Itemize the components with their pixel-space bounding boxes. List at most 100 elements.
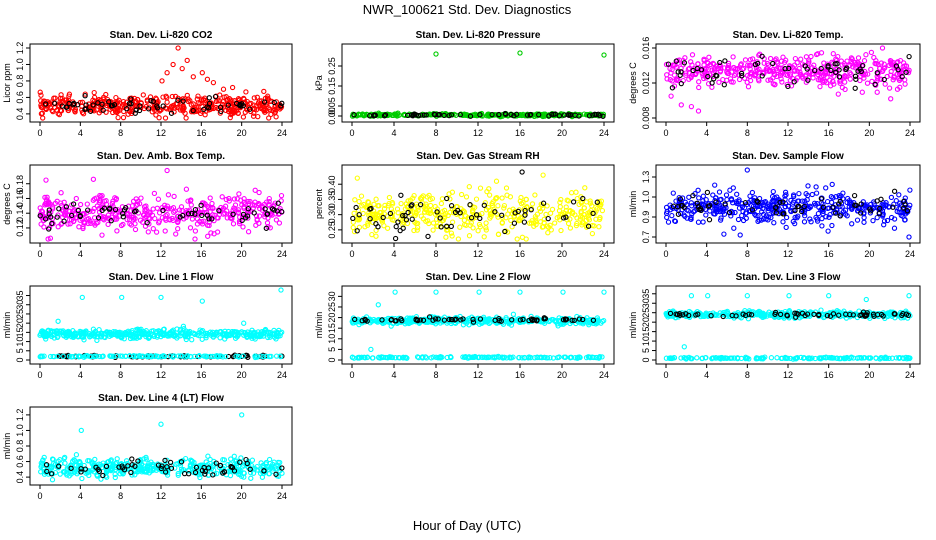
x-tick-label: 24 [599, 249, 609, 259]
data-point [165, 206, 171, 212]
panel-ylabel: ml/min [2, 312, 12, 339]
data-point [824, 74, 830, 80]
data-point [410, 113, 416, 119]
data-point [42, 216, 49, 222]
data-point [194, 221, 201, 227]
data-point [184, 92, 190, 99]
data-point [91, 196, 98, 202]
data-point [266, 202, 272, 208]
data-point [797, 69, 803, 75]
data-point [69, 212, 75, 219]
data-point [567, 225, 574, 231]
outlier-point [190, 74, 196, 80]
y-tick-label: 1.2 [15, 42, 25, 55]
outlier-point [199, 70, 205, 76]
data-point [819, 215, 825, 222]
data-point [721, 231, 727, 237]
x-tick-label: 8 [433, 249, 438, 259]
data-point [717, 69, 723, 75]
data-point [466, 233, 473, 239]
data-point [800, 75, 806, 81]
outlier-point [184, 57, 190, 64]
data-point [706, 217, 713, 223]
data-point [278, 192, 285, 199]
y-tick-label: 0.05 [327, 97, 337, 115]
x-tick-label: 0 [37, 370, 42, 380]
data-point [204, 212, 210, 218]
data-point [710, 192, 716, 198]
data-point [565, 112, 571, 118]
data-point [523, 236, 529, 242]
data-point [843, 74, 849, 80]
data-point [878, 196, 884, 202]
x-tick-label: 0 [349, 128, 354, 138]
data-point [127, 221, 133, 227]
data-point [251, 95, 257, 101]
data-point [128, 96, 134, 102]
data-point [266, 195, 272, 202]
data-point [369, 231, 375, 238]
data-point [77, 201, 84, 208]
y-tick-label: 0.00 [327, 107, 337, 125]
panel-title: Stan. Dev. Amb. Box Temp. [97, 151, 225, 162]
data-point [669, 85, 676, 91]
data-point [61, 218, 67, 224]
x-tick-label: 20 [237, 249, 247, 259]
data-point [746, 63, 752, 69]
outlier-point [90, 176, 97, 182]
data-point [852, 60, 858, 66]
data-point [112, 211, 119, 218]
data-point [240, 114, 247, 120]
outlier-point [43, 177, 49, 183]
data-point [696, 195, 702, 201]
data-point [224, 215, 230, 221]
figure-title: NWR_100621 Std. Dev. Diagnostics [363, 2, 572, 17]
data-point [880, 67, 886, 73]
data-point [358, 193, 365, 199]
outlier-point [375, 302, 381, 308]
x-tick-label: 8 [118, 370, 123, 380]
data-point [70, 201, 77, 207]
points [663, 45, 912, 114]
data-point [695, 61, 701, 67]
points [349, 289, 607, 361]
data-point [153, 229, 160, 235]
x-tick-label: 12 [156, 249, 166, 259]
panel-ylabel: kPa [314, 75, 324, 91]
data-point [448, 112, 455, 118]
data-point [73, 195, 79, 202]
x-tick-label: 4 [391, 128, 396, 138]
data-point [524, 112, 531, 118]
data-point [172, 208, 178, 214]
data-point [54, 214, 60, 220]
data-point [223, 107, 229, 114]
data-point [543, 211, 549, 218]
y-tick-label: 0.4 [15, 108, 25, 121]
x-tick-label: 20 [864, 128, 874, 138]
data-point [373, 233, 379, 239]
data-point [770, 188, 776, 195]
data-point [878, 60, 885, 66]
data-point [99, 205, 105, 211]
outlier-point [668, 93, 674, 99]
points [38, 412, 285, 483]
x-tick-label: 24 [905, 249, 915, 259]
outlier-point [199, 298, 205, 304]
data-point [536, 112, 542, 118]
data-point [881, 61, 887, 67]
data-point [750, 56, 756, 62]
data-point [222, 210, 228, 216]
outlier-point [688, 293, 695, 299]
data-point [874, 89, 880, 95]
x-tick-label: 24 [277, 128, 287, 138]
data-point [489, 111, 495, 118]
data-point [495, 203, 501, 209]
data-point [120, 214, 126, 220]
data-point [902, 77, 908, 83]
data-point [836, 74, 843, 80]
data-point [425, 233, 431, 240]
outlier-point [241, 320, 247, 326]
data-point [130, 198, 137, 204]
